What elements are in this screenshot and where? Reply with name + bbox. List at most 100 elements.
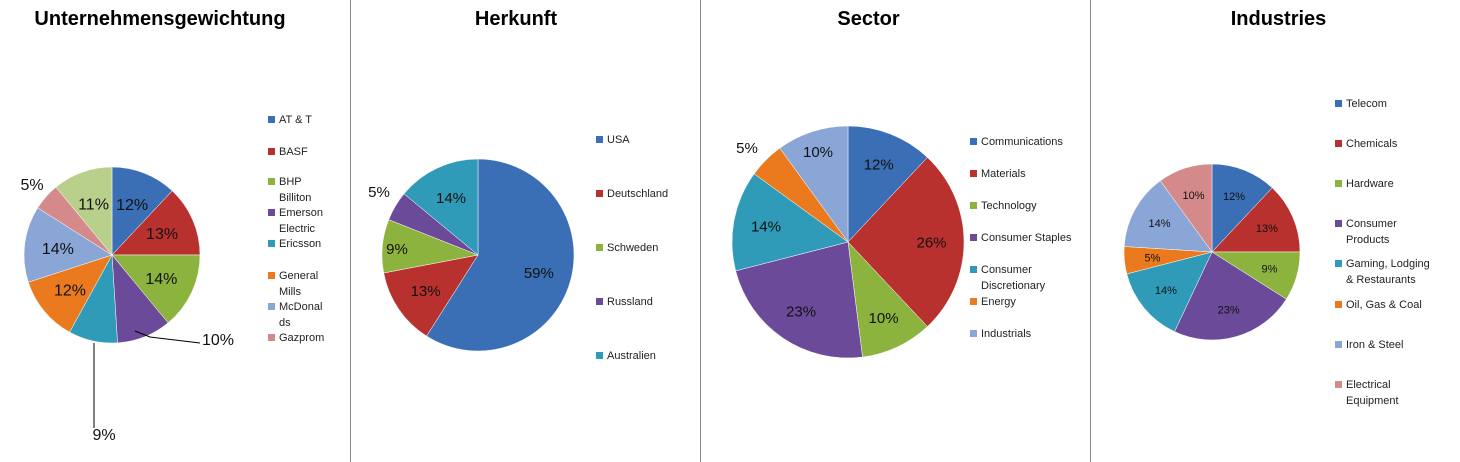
legend-swatch	[596, 298, 603, 305]
divider	[350, 0, 351, 462]
legend-label: General Mills	[279, 270, 319, 298]
data-label: 14%	[42, 241, 74, 258]
legend-swatch	[268, 148, 275, 155]
legend-item: USA	[596, 132, 706, 148]
data-label: 11%	[78, 196, 109, 213]
legend-label: Technology	[981, 200, 1037, 212]
pie-slice	[27, 254, 113, 333]
chart-title: Herkunft	[474, 8, 558, 30]
legend-item: General Mills	[268, 268, 336, 300]
legend-label: Schweden	[607, 242, 659, 254]
legend-item: Gaming, Lodging & Restaurants	[1335, 256, 1435, 288]
data-label: 5%	[368, 184, 390, 201]
pie-slice	[1211, 187, 1301, 253]
legend-label: Chemicals	[1346, 138, 1398, 150]
pie-slice	[1159, 163, 1213, 253]
data-label: 14%	[1149, 218, 1171, 230]
data-label: 26%	[917, 234, 947, 251]
legend-swatch	[1335, 140, 1342, 147]
pie-slice	[383, 254, 479, 337]
legend-swatch	[970, 234, 977, 241]
leader-line	[134, 330, 201, 344]
data-label: 10%	[202, 332, 234, 349]
chart-title: Sector	[837, 8, 900, 30]
legend-item: Technology	[970, 198, 1080, 214]
legend-item: Consumer Staples	[970, 230, 1080, 246]
data-label: 9%	[1262, 264, 1278, 276]
legend-swatch	[1335, 100, 1342, 107]
pie-slice	[847, 241, 928, 358]
pie-slice	[111, 166, 173, 256]
legend-item: Deutschland	[596, 186, 706, 202]
data-label: 14%	[751, 219, 781, 236]
legend-swatch	[596, 190, 603, 197]
data-label: 12%	[864, 157, 894, 174]
legend-swatch	[268, 272, 275, 279]
legend-swatch	[970, 202, 977, 209]
data-label: 59%	[524, 265, 554, 282]
legend-swatch	[268, 334, 275, 341]
data-label: 14%	[1155, 285, 1177, 297]
legend-item: Gazprom	[268, 330, 336, 346]
pie-slice	[1126, 251, 1213, 332]
legend-label: Deutschland	[607, 188, 669, 200]
pie-slice	[1174, 251, 1287, 341]
legend-item: Electrical Equipment	[1335, 377, 1435, 409]
legend-swatch	[268, 209, 275, 216]
legend-label: Ericsson	[279, 238, 322, 250]
legend-swatch	[1335, 180, 1342, 187]
pie-chart: 12% 13% 9% 23% 14% 5% 14% 10%	[1123, 163, 1301, 341]
legend-item: Consumer Products	[1335, 216, 1435, 248]
pie-slice	[847, 125, 928, 243]
pie-slice	[426, 158, 575, 352]
legend-label: Oil, Gas & Coal	[1346, 299, 1422, 311]
legend-item: Telecom	[1335, 96, 1435, 112]
data-label: 13%	[1256, 223, 1278, 235]
legend-item: AT & T	[268, 112, 336, 128]
pie-slice	[1123, 180, 1213, 253]
data-label: 23%	[1218, 304, 1240, 316]
data-label: 9%	[386, 241, 408, 258]
pie-slice	[23, 207, 113, 283]
data-label: 10%	[1182, 190, 1204, 202]
legend-swatch	[970, 266, 977, 273]
legend-label: Materials	[981, 168, 1026, 180]
legend-label: Consumer Staples	[981, 232, 1072, 244]
legend-swatch	[596, 352, 603, 359]
legend-item: Emerson Electric	[268, 205, 336, 237]
data-label: 14%	[436, 190, 466, 207]
legend-swatch	[1335, 220, 1342, 227]
legend-swatch	[268, 303, 275, 310]
chart-title: Unternehmensgewichtung	[34, 8, 286, 30]
legend-swatch	[1335, 341, 1342, 348]
legend-swatch	[596, 244, 603, 251]
legend-item: Energy	[970, 294, 1080, 310]
pie-slice	[403, 158, 479, 256]
legend-item: Iron & Steel	[1335, 337, 1435, 353]
data-label: 23%	[786, 303, 816, 320]
legend-item: McDonal ds	[268, 299, 336, 331]
legend-item: Schweden	[596, 240, 706, 256]
legend-label: Russland	[607, 296, 653, 308]
data-label: 12%	[116, 197, 148, 214]
chart-industries: Industries 12% 13% 9% 23% 14% 5% 14% 10% Telecom…	[1091, 0, 1460, 462]
legend-label: AT & T	[279, 114, 313, 126]
pie-slice	[111, 254, 201, 324]
pie-chart: 12% 13% 14% 10% 9% 12% 14% 5% 11%	[20, 166, 234, 444]
legend-label: Electrical Equipment	[1346, 379, 1399, 407]
legend-swatch	[1335, 381, 1342, 388]
chart-herkunft: Herkunft 59% 13% 9% 5% 14% USA Deutschland Schw…	[351, 0, 700, 462]
legend-label: USA	[607, 134, 630, 146]
legend-item: BASF	[268, 144, 336, 160]
legend-swatch	[970, 330, 977, 337]
data-label: 5%	[1144, 252, 1160, 264]
pie-slice	[735, 241, 863, 359]
chart-sector: Sector 12% 26% 10% 23% 14% 5% 10% Communication…	[701, 0, 1090, 462]
legend-swatch	[1335, 260, 1342, 267]
data-label: 5%	[736, 140, 758, 157]
data-label: 10%	[803, 144, 833, 161]
legend-swatch	[268, 240, 275, 247]
legend-label: Hardware	[1346, 178, 1394, 190]
legend-label: McDonal ds	[279, 301, 323, 329]
legend-label: Emerson Electric	[279, 207, 324, 235]
